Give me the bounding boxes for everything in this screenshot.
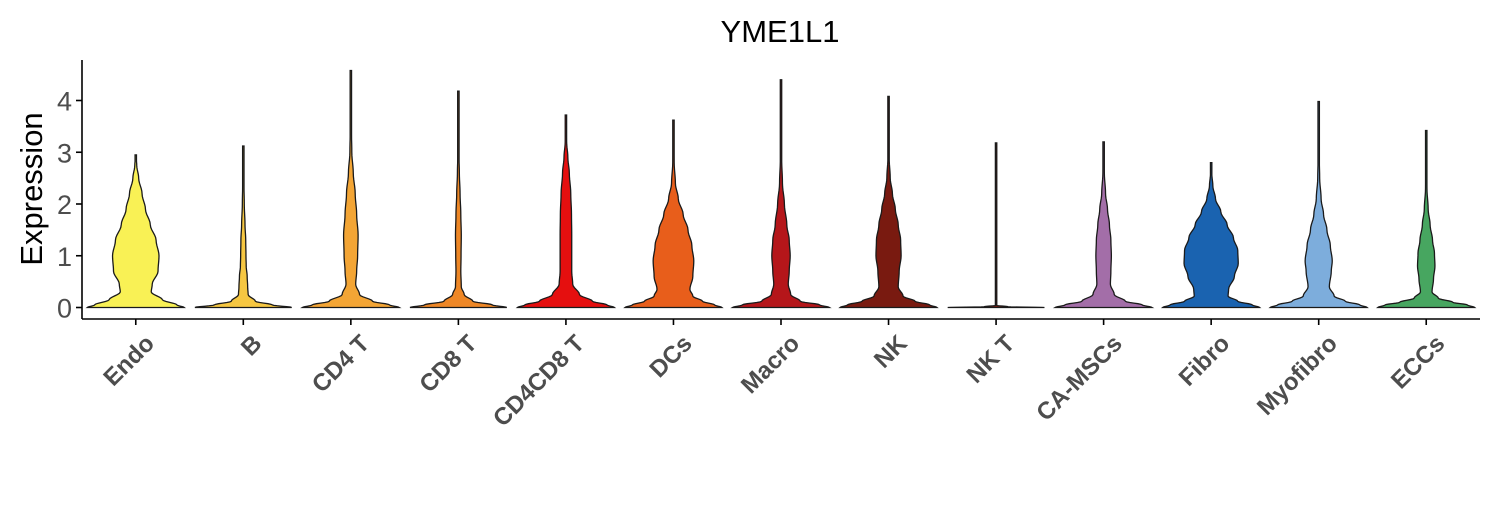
y-tick-label: 2 [57,190,72,220]
chart-title: YME1L1 [721,14,840,49]
violin-ca-mscs [1052,141,1155,309]
violin-b [194,145,292,309]
violin-myofibro [1268,100,1369,309]
violin-macro [730,79,832,309]
violin-group [85,69,1477,309]
violin-fibro [1160,161,1262,309]
violin-cd4cd8-t [515,114,617,309]
y-axis-label: Expression [14,112,49,265]
violin-nk [838,95,939,309]
x-tick-label: CD4 T [307,330,375,398]
x-tick-label: NK T [962,330,1021,389]
x-tick-label: Macro [736,330,805,399]
x-tick-label: CD8 T [414,330,482,398]
x-tick-label: DCs [645,330,698,383]
y-tick-label: 0 [57,294,72,324]
x-tick-label: NK [869,330,913,374]
x-tick-label: Fibro [1174,330,1236,392]
x-tick-label: Myofibro [1252,330,1343,421]
y-tick-label: 1 [57,242,72,272]
x-tick-label: ECCs [1386,330,1450,394]
x-tick-label: B [236,330,267,361]
x-tick-label: CD4CD8 T [488,330,590,432]
violin-cd4-t [300,69,402,309]
violin-cd8-t [409,90,508,309]
violin-dcs [623,119,724,309]
x-axis: Endo B CD4 T CD8 T CD4CD8 T DCs Macro NK NK T CA-… [82,318,1480,432]
y-tick-label: 3 [57,138,72,168]
violin-nk-t [947,142,1045,309]
y-tick-label: 4 [57,87,72,117]
violin-eccs [1375,129,1477,309]
x-tick-label: Endo [98,330,160,392]
violin-endo [85,154,187,309]
x-tick-label: CA-MSCs [1031,330,1127,426]
y-axis: 0 1 2 3 4 [57,60,83,324]
